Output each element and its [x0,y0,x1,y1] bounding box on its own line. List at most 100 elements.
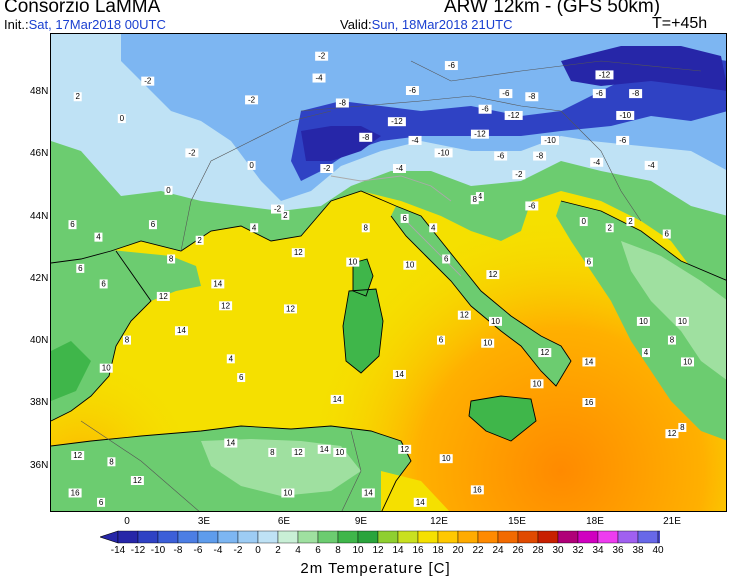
field-label: 12 [291,447,305,457]
field-label-bg [335,98,349,108]
colorbar-segment [377,530,399,544]
field-label: -4 [392,164,406,173]
field-label: -6 [616,135,630,145]
field-label-text: 14 [395,370,404,379]
field-label-bg [499,89,513,99]
field-label: 4 [642,348,650,358]
field-label-text: -4 [593,158,601,167]
field-label-text: -12 [508,111,520,120]
field-label-bg [312,73,326,83]
field-label-bg [291,248,305,258]
field-label-text: 12 [286,304,295,313]
field-label: 8 [107,457,116,467]
field-label-bg [444,61,458,71]
colorbar-tick-label: 8 [335,545,341,556]
field-label-text: 14 [416,498,425,507]
lon-label-15e: 15E [508,516,526,527]
field-label: 12 [291,248,305,258]
field-label-text: -4 [396,164,404,173]
field-label-text: 12 [159,292,168,301]
colorbar-tick-label: -12 [130,545,146,556]
field-label: 14 [224,438,238,448]
field-label-bg [167,254,176,264]
lat-label-44n: 44N [30,211,49,222]
colorbar-title: 2m Temperature [C] [300,560,451,577]
field-label-text: 16 [71,488,80,497]
field-label-text: 12 [488,270,497,279]
field-label-text: -6 [619,136,627,145]
field-label-text: 6 [239,373,244,382]
field-label-bg [185,148,199,158]
field-label: 14 [392,369,406,379]
field-label: 10 [488,316,502,326]
colorbar-segment [617,530,639,544]
field-label-text: 6 [665,230,670,239]
field-label: 14 [317,444,331,454]
field-label-bg [117,114,126,124]
lon-label-9e: 9E [354,516,368,527]
field-label-bg [237,373,246,383]
field-label: 10 [439,454,453,464]
field-label-text: 10 [639,317,648,326]
colorbar-segment [257,530,279,544]
field-label: 2 [281,210,290,220]
field-label-text: -2 [274,205,282,214]
lat-label-36n: 36N [30,460,49,471]
field-label-text: -12 [599,70,611,79]
colorbar-tick-label: 24 [492,545,504,556]
land-sicily [469,396,536,441]
colorbar-segment [657,530,660,544]
field-label-bg [488,316,502,326]
field-label-text: 16 [584,398,593,407]
field-label: 12 [156,291,170,301]
colorbar-segment [277,530,299,544]
field-label: 10 [481,338,495,348]
field-label: -6 [592,89,606,99]
colorbar-tick-label: 36 [612,545,624,556]
field-label-bg [616,135,630,145]
field-label-bg [636,316,650,326]
field-label-bg [582,357,596,367]
field-label-bg [403,260,417,270]
colorbar-segment [437,530,459,544]
field-label-text: 8 [109,457,114,466]
field-label-text: 10 [483,339,492,348]
field-label: -8 [533,151,547,161]
field-label-bg [141,76,155,86]
field-label-bg [247,160,256,170]
field-label-bg [283,304,297,314]
field-label-bg [494,151,508,161]
colorbar-tick-label: 22 [472,545,484,556]
field-label-bg [678,422,687,432]
field-label-bg [281,210,290,220]
field-label-bg [97,497,106,507]
field-label-text: -6 [482,105,490,114]
field-label-text: 2 [75,92,80,101]
colorbar-tick-label: 32 [572,545,584,556]
field-label-text: -6 [502,89,510,98]
field-label-bg [662,229,671,239]
colorbar-segment [537,530,559,544]
field-label-bg [174,326,188,336]
colorbar-tick-label: -8 [173,545,183,556]
field-label: -6 [525,201,539,211]
field-label: -12 [470,129,489,139]
field-label-bg [211,279,225,289]
field-label-text: 12 [667,429,676,438]
field-label-bg [333,447,347,457]
field-label-text: 2 [628,217,633,226]
field-label: -12 [504,110,523,120]
field-label-bg [626,217,635,227]
field-label-text: 4 [478,192,483,201]
field-label: 14 [330,394,344,404]
field-label-text: 6 [99,498,104,507]
field-label-bg [605,223,614,233]
field-label-text: 14 [177,326,186,335]
field-label: 10 [681,357,695,367]
field-label: 16 [470,485,484,495]
field-label: 12 [486,270,500,280]
field-label-bg [644,160,658,170]
init-value: Sat, 17Mar2018 00UTC [28,17,166,32]
colorbar-segment [297,530,319,544]
field-label-bg [226,354,235,364]
